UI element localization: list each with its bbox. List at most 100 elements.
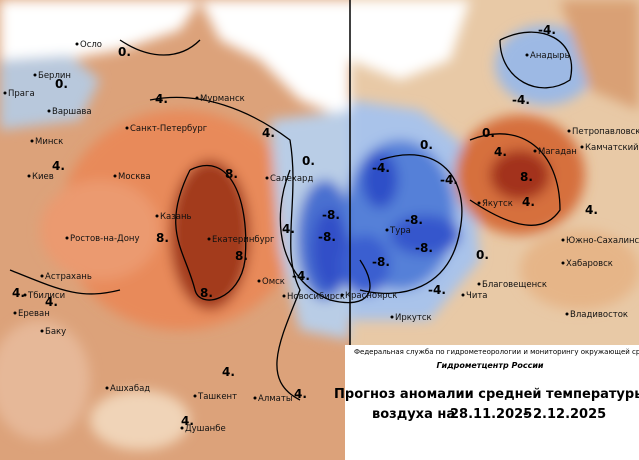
- contour-label: 4.: [282, 222, 295, 236]
- city-dot: [282, 294, 286, 298]
- city-dot: [257, 279, 261, 283]
- title-line1: Прогноз аномалии средней температуры: [334, 387, 639, 402]
- city-name: Красноярск: [345, 291, 397, 301]
- center-name: Гидрометцентр России: [436, 361, 543, 370]
- city-name: Петропавловск: [572, 127, 639, 137]
- city-name: Иркутск: [395, 313, 432, 323]
- city-name: Прага: [8, 89, 35, 99]
- anomaly-field: [0, 0, 200, 70]
- contour-label: 4.: [155, 92, 168, 106]
- city-dot: [75, 42, 79, 46]
- city-name: Варшава: [52, 107, 92, 117]
- city-name: Ереван: [18, 309, 50, 319]
- city-dot: [3, 91, 7, 95]
- city-dot: [23, 293, 27, 297]
- anomaly-field: [390, 215, 460, 255]
- city-dot: [477, 282, 481, 286]
- contour-label: 8.: [520, 170, 533, 184]
- date-dash: -: [523, 407, 528, 422]
- city-dot: [40, 329, 44, 333]
- city-name: Минск: [35, 137, 63, 147]
- contour-line: [119, 39, 201, 56]
- anomaly-field: [520, 230, 639, 310]
- contour-label: -4.: [372, 161, 390, 175]
- city-dot: [65, 236, 69, 240]
- contour-label: -4.: [512, 93, 530, 107]
- anomaly-field: [350, 0, 470, 80]
- contour-line: [469, 133, 561, 226]
- city-name: Берлин: [38, 71, 71, 81]
- contour-label: 4.: [585, 203, 598, 217]
- city-dot: [461, 293, 465, 297]
- contour-label: 4.: [494, 145, 507, 159]
- city-name: Астрахань: [45, 272, 92, 282]
- city-dot: [340, 293, 344, 297]
- contour-line: [9, 269, 121, 295]
- city-name: Тбилиси: [27, 291, 65, 301]
- city-name: Тура: [389, 226, 411, 236]
- city-dot: [253, 396, 257, 400]
- city-name: Новосибирск: [287, 292, 345, 302]
- city-dot: [265, 176, 269, 180]
- city-dot: [105, 386, 109, 390]
- contour-label: 0.: [55, 77, 68, 91]
- contour-label: 4.: [262, 126, 275, 140]
- city-dot: [125, 126, 129, 130]
- contour-line: [359, 154, 463, 295]
- city-name: Камчатский: [585, 143, 639, 153]
- city-name: Душанбе: [185, 424, 226, 434]
- city-name: Благовещенск: [482, 280, 547, 290]
- city-name: Чита: [466, 291, 488, 301]
- contour-line: [499, 31, 573, 89]
- contour-label: 8.: [225, 167, 238, 181]
- anomaly-field: [90, 390, 190, 450]
- contour-label: -8.: [322, 208, 340, 222]
- contour-label: 4.: [181, 414, 194, 428]
- city-dot: [525, 53, 529, 57]
- city-dot: [207, 237, 211, 241]
- contour-label: 8.: [156, 231, 169, 245]
- anomaly-field: [312, 210, 348, 290]
- footer-box: [345, 345, 639, 460]
- contour-label: 8.: [235, 249, 248, 263]
- contour-label: 4.: [45, 295, 58, 309]
- contour-line: [149, 96, 301, 401]
- contour-label: 4.: [222, 365, 235, 379]
- anomaly-field: [0, 55, 100, 130]
- city-dot: [533, 149, 537, 153]
- city-name: Екатеринбург: [212, 235, 275, 245]
- city-dot: [33, 73, 37, 77]
- city-name: Санкт-Петербург: [130, 124, 208, 134]
- city-name: Южно-Сахалинск: [566, 236, 639, 246]
- contour-label: 0.: [476, 248, 489, 262]
- contour-line: [279, 169, 371, 304]
- city-name: Ташкент: [197, 392, 237, 402]
- city-dot: [180, 426, 184, 430]
- city-dot: [193, 394, 197, 398]
- contour-label: -8.: [372, 255, 390, 269]
- contour-label: 0.: [302, 154, 315, 168]
- city-dot: [27, 174, 31, 178]
- city-name: Хабаровск: [566, 259, 613, 269]
- city-name: Осло: [80, 40, 102, 50]
- city-name: Омск: [262, 277, 285, 287]
- agency: Федеральная служба по гидрометеорологии …: [354, 348, 639, 356]
- city-dot: [30, 139, 34, 143]
- fields: [0, 0, 639, 450]
- city-name: Ростов-на-Дону: [70, 234, 140, 244]
- city-dot: [155, 214, 159, 218]
- city-name: Анадырь: [530, 51, 570, 61]
- city-name: Баку: [45, 327, 66, 337]
- contour-label: -4.: [428, 283, 446, 297]
- anomaly-field: [490, 150, 550, 200]
- city-name: Магадан: [538, 147, 577, 157]
- anomaly-field: [340, 235, 390, 295]
- city-name: Москва: [118, 172, 151, 182]
- contour-line: [175, 164, 247, 301]
- contour-label: 4.: [522, 195, 535, 209]
- anomaly-field: [0, 320, 90, 440]
- city-dot: [561, 238, 565, 242]
